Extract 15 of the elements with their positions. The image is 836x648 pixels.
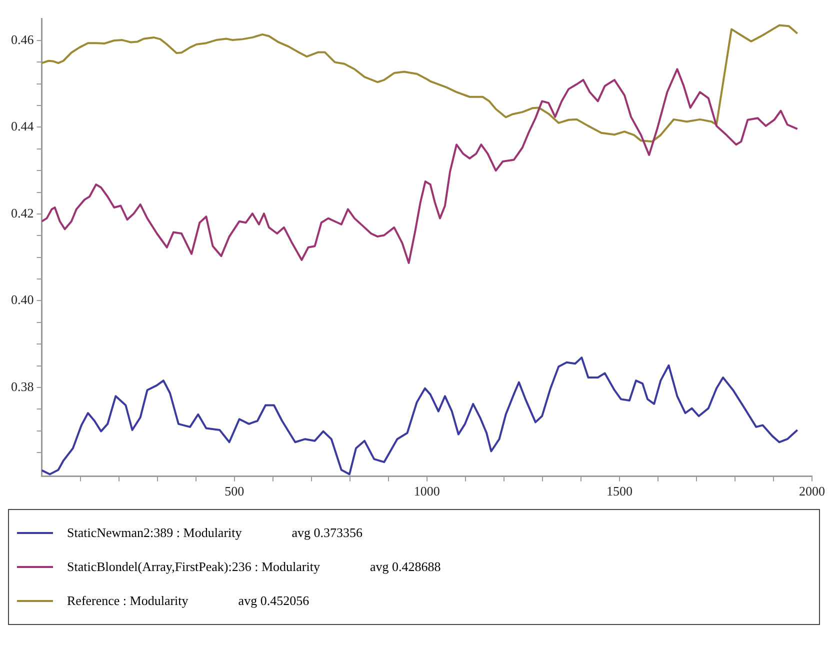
text: avg 0.452056 xyxy=(238,593,310,609)
y-tick-label: 0.42 xyxy=(11,205,34,220)
legend-label: StaticNewman2:389 : Modularity xyxy=(67,525,242,541)
text: avg 0.373356 xyxy=(292,525,363,541)
y-tick-label: 0.46 xyxy=(11,32,34,47)
x-tick-label: 500 xyxy=(224,484,244,499)
y-tick-label: 0.44 xyxy=(11,118,34,134)
legend-label: Reference : Modularity xyxy=(67,593,188,609)
x-tick-label: 1500 xyxy=(606,484,632,499)
x-tick-label: 1000 xyxy=(414,484,440,499)
y-tick-label: 0.38 xyxy=(11,378,34,394)
text: avg 0.428688 xyxy=(370,559,441,575)
legend-label: StaticBlondel(Array,FirstPeak):236 : Modularity xyxy=(67,559,320,575)
y-tick-label: 0.40 xyxy=(11,292,34,308)
x-tick-label: 2000 xyxy=(799,484,825,499)
